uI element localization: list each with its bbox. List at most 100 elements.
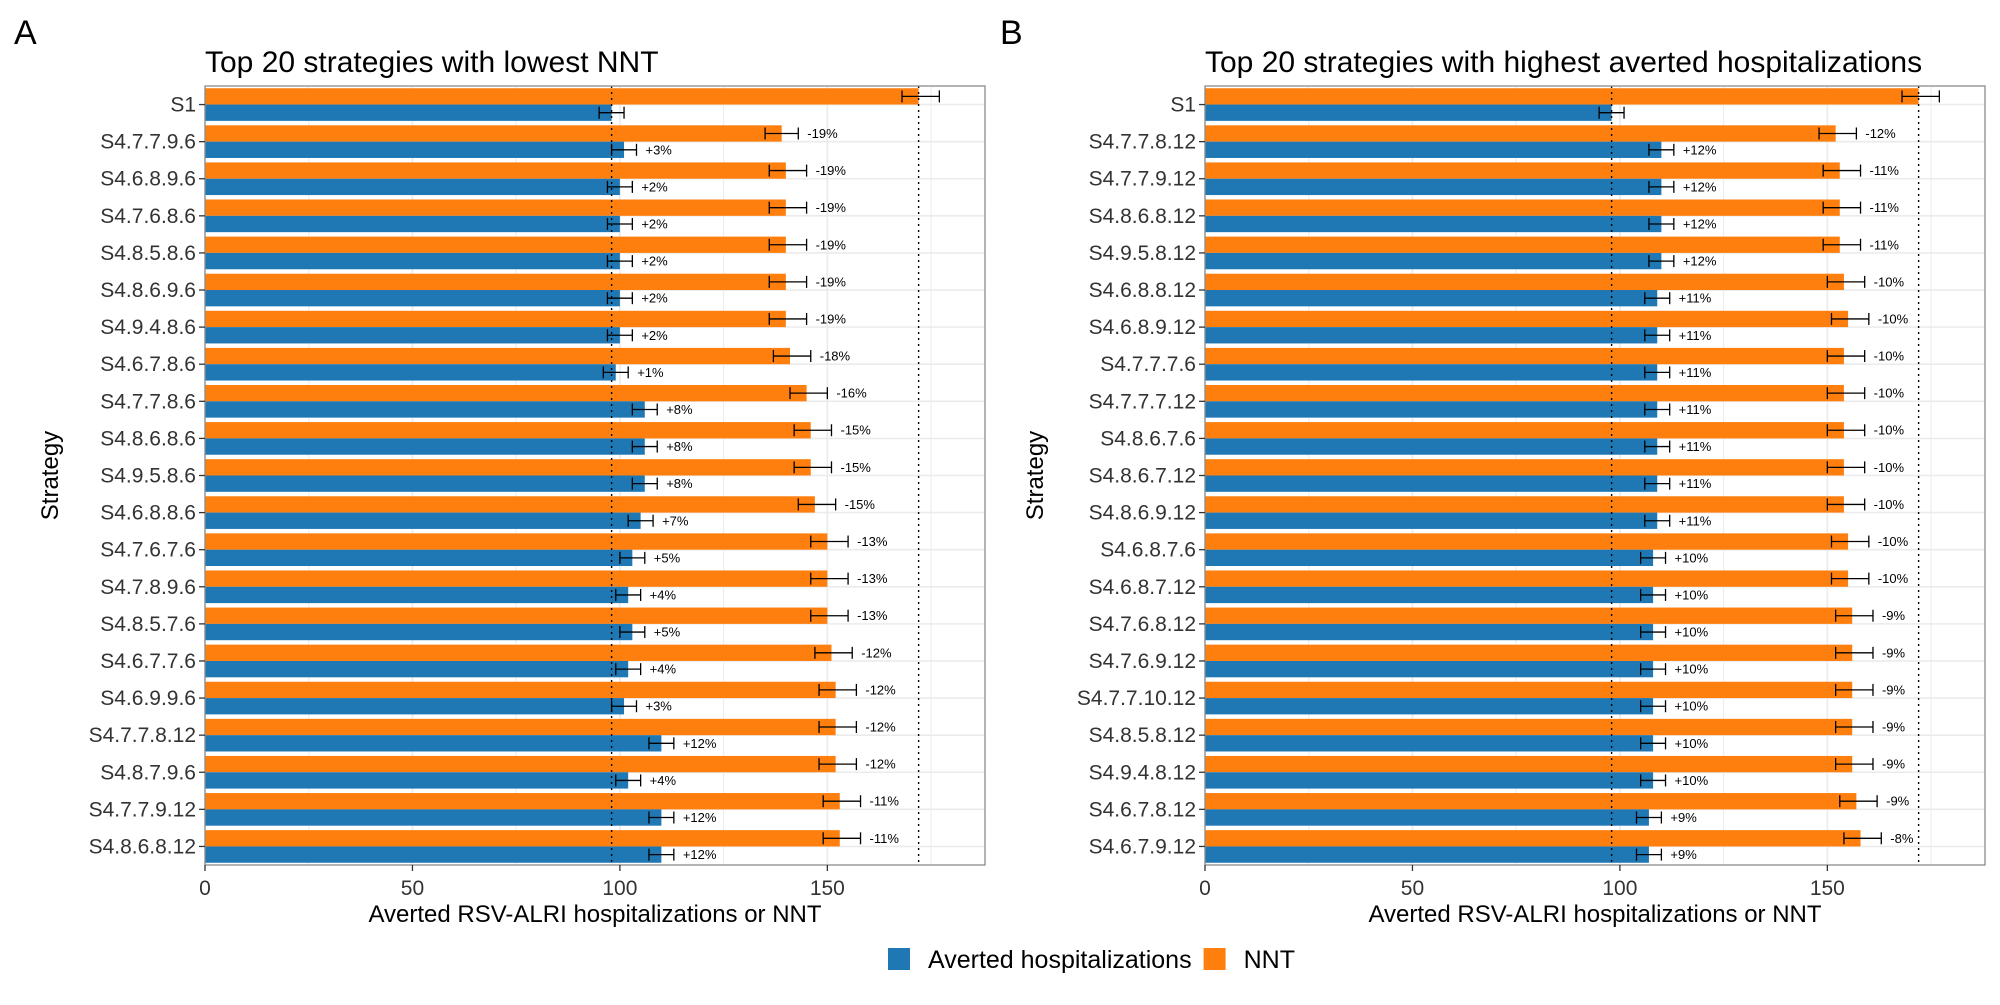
bar-averted xyxy=(1205,252,1662,270)
bar-label-nnt: -9% xyxy=(1886,794,1910,809)
bar-nnt xyxy=(1205,718,1853,736)
bar-label-nnt: -11% xyxy=(1870,200,1900,215)
bar-label-nnt: -9% xyxy=(1882,645,1906,660)
bar-label-nnt: -8% xyxy=(1890,831,1914,846)
bar-label-averted: +9% xyxy=(1670,847,1697,862)
bar-nnt xyxy=(1205,88,1919,105)
bar-nnt xyxy=(205,347,790,365)
bar-nnt xyxy=(1205,459,1844,476)
y-tick-label: S4.6.9.9.6 xyxy=(100,687,196,710)
bar-averted xyxy=(1205,104,1612,121)
y-axis-title: Strategy xyxy=(1022,431,1049,520)
bar-label-nnt: -9% xyxy=(1882,720,1906,735)
bar-nnt xyxy=(205,459,811,476)
bar-averted xyxy=(1205,475,1658,492)
bar-nnt xyxy=(205,607,828,624)
legend-label-nnt: NNT xyxy=(1244,946,1295,974)
bar-nnt xyxy=(205,88,919,105)
bar-label-nnt: -15% xyxy=(840,460,871,475)
panel-title: Top 20 strategies with highest averted h… xyxy=(1205,46,1922,79)
bar-label-averted: +2% xyxy=(641,291,668,306)
bar-nnt xyxy=(205,644,832,661)
x-tick-label: 100 xyxy=(602,877,637,900)
bar-label-averted: +8% xyxy=(666,402,693,417)
bar-label-averted: +2% xyxy=(641,216,668,231)
bar-averted xyxy=(205,660,629,678)
y-axis-title: Strategy xyxy=(37,431,64,520)
bar-averted xyxy=(205,401,645,418)
x-tick-label: 150 xyxy=(810,877,845,900)
bar-averted xyxy=(205,252,620,270)
bar-averted xyxy=(1205,401,1658,418)
y-tick-label: S4.7.7.9.12 xyxy=(1089,168,1196,191)
bar-averted xyxy=(205,178,620,196)
bar-label-averted: +5% xyxy=(654,550,681,565)
y-tick-label: S4.7.6.7.6 xyxy=(100,539,196,562)
bar-label-averted: +10% xyxy=(1675,699,1709,714)
bar-label-nnt: -9% xyxy=(1882,608,1906,623)
bar-nnt xyxy=(205,310,786,328)
y-tick-label: S4.8.6.9.12 xyxy=(1089,502,1196,525)
bar-averted xyxy=(1205,215,1662,233)
bar-label-nnt: -16% xyxy=(836,386,867,401)
bar-averted xyxy=(1205,735,1654,752)
y-tick-label: S4.9.5.8.12 xyxy=(1089,242,1196,265)
bar-nnt xyxy=(1205,607,1853,624)
y-tick-label: S4.7.7.8.12 xyxy=(1089,131,1196,154)
y-tick-label: S4.6.8.8.6 xyxy=(100,502,196,525)
bar-label-nnt: -11% xyxy=(1870,237,1900,252)
bar-label-averted: +12% xyxy=(1683,216,1717,231)
bar-nnt xyxy=(205,162,786,179)
bar-label-averted: +10% xyxy=(1675,662,1709,677)
legend: Averted hospitalizations NNT xyxy=(888,946,1295,974)
bar-label-averted: +12% xyxy=(683,847,717,862)
x-tick-label: 0 xyxy=(199,877,211,900)
bar-averted xyxy=(1205,772,1654,789)
bar-label-averted: +3% xyxy=(645,699,672,714)
bar-averted xyxy=(205,512,641,529)
bar-nnt xyxy=(205,384,807,402)
bar-averted xyxy=(1205,809,1649,826)
bar-nnt xyxy=(1205,793,1857,810)
bar-label-nnt: -19% xyxy=(816,163,847,178)
y-tick-label: S4.7.6.8.12 xyxy=(1089,613,1196,636)
bar-label-averted: +8% xyxy=(666,476,693,491)
bar-nnt xyxy=(205,793,840,810)
bar-averted xyxy=(205,327,620,344)
y-tick-label: S4.7.6.8.6 xyxy=(100,205,196,228)
bar-label-averted: +11% xyxy=(1679,513,1712,528)
bar-label-nnt: -10% xyxy=(1878,534,1909,549)
bar-averted xyxy=(1205,512,1658,529)
bar-averted xyxy=(1205,178,1662,196)
bar-label-averted: +4% xyxy=(650,773,677,788)
panel-letter: A xyxy=(14,14,37,52)
y-tick-label: S4.7.7.10.12 xyxy=(1077,687,1196,710)
bar-label-averted: +10% xyxy=(1675,736,1709,751)
bar-label-nnt: -10% xyxy=(1874,349,1905,364)
bar-nnt xyxy=(205,533,828,550)
bar-nnt xyxy=(205,199,786,216)
y-tick-label: S4.8.6.8.12 xyxy=(1089,205,1196,228)
bar-label-nnt: -19% xyxy=(807,126,838,141)
bar-nnt xyxy=(205,496,815,513)
y-tick-label: S4.6.7.8.12 xyxy=(1089,798,1196,821)
bar-label-averted: +2% xyxy=(641,328,668,343)
bar-nnt xyxy=(1205,422,1844,439)
bar-nnt xyxy=(1205,644,1853,661)
bar-nnt xyxy=(1205,570,1849,587)
bar-nnt xyxy=(205,422,811,439)
bar-label-nnt: -12% xyxy=(865,757,896,772)
bar-averted xyxy=(205,438,645,455)
bar-nnt xyxy=(205,236,786,253)
bar-averted xyxy=(1205,364,1658,381)
y-tick-label: S4.6.8.9.12 xyxy=(1089,316,1196,339)
y-tick-label: S4.8.6.8.6 xyxy=(100,427,196,450)
bar-label-averted: +11% xyxy=(1679,402,1712,417)
bar-label-nnt: -19% xyxy=(816,274,847,289)
bar-nnt xyxy=(1205,347,1844,365)
bar-label-averted: +5% xyxy=(654,625,681,640)
bar-label-nnt: -10% xyxy=(1874,460,1905,475)
bar-averted xyxy=(205,698,625,715)
bar-label-averted: +3% xyxy=(645,142,672,157)
bar-label-averted: +11% xyxy=(1679,328,1712,343)
